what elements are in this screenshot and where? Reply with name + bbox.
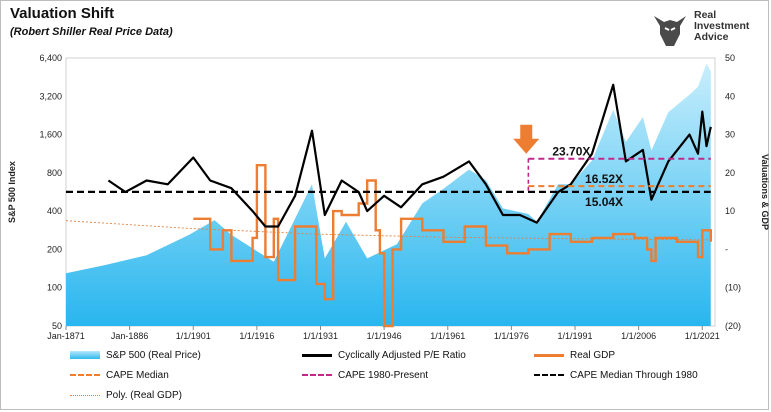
x-tick-label: 1/1/2006 [621,331,656,341]
logo-line-3: Advice [694,31,729,43]
y2-tick-label: 10 [725,206,735,216]
legend-item-gdp: Real GDP [534,348,615,362]
y2-tick-label: - [725,244,728,254]
legend-label-median1980: CAPE Median Through 1980 [570,369,698,381]
y-tick-label: 6,400 [39,53,62,63]
legend-item-spx: S&P 500 (Real Price) [70,348,201,362]
legend-label-median: CAPE Median [106,369,169,381]
y2-tick-label: 50 [725,53,735,63]
legend-swatch-median1980 [534,374,564,376]
chart-subtitle: (Robert Shiller Real Price Data) [10,26,173,38]
spx-area [66,63,711,327]
y2-tick-label: (20) [725,321,741,331]
y-tick-label: 800 [47,168,62,178]
y-axis-title: S&P 500 Index [7,161,17,223]
orange-arrow [513,124,540,154]
y-tick-label: 1,600 [39,130,62,140]
x-tick-label: 1/1/1901 [176,331,211,341]
legend-item-median1980: CAPE Median Through 1980 [534,368,698,382]
brand-logo: Real Investment Advice [632,10,762,50]
legend-item-cape: Cyclically Adjusted P/E Ratio [302,348,466,362]
y2-tick-label: 20 [725,168,735,178]
x-tick-label: 1/1/1946 [367,331,402,341]
x-tick-label: 1/1/1931 [303,331,338,341]
legend-swatch-median [70,374,100,376]
x-tick-label: 1/1/1991 [557,331,592,341]
annotation-cape-1980: 23.70X [552,145,590,159]
annotation-cape-median: 16.52X [585,172,623,186]
legend-item-cape1980: CAPE 1980-Present [302,368,428,382]
legend-label-spx: S&P 500 (Real Price) [106,349,201,361]
logo-text: Real Investment Advice [694,10,749,43]
legend-swatch-cape1980 [302,374,332,376]
x-tick-label: Jan-1871 [47,331,85,341]
x-tick-label: 1/1/2021 [685,331,720,341]
legend-swatch-poly [70,394,100,396]
poly-gdp-line [65,220,711,241]
legend-swatch-cape [302,353,332,357]
logo-line-2: Investment [694,20,750,32]
y-tick-label: 50 [52,321,62,331]
legend-swatch-spx [70,351,100,359]
y2-tick-label: (10) [725,283,741,293]
legend-label-cape1980: CAPE 1980-Present [338,369,429,381]
legend-item-poly: Poly. (Real GDP) [70,388,182,402]
y2-axis-title: Valuations & GDP [760,154,770,230]
x-tick-label: 1/1/1976 [494,331,529,341]
y-tick-label: 200 [47,244,62,254]
bull-head-icon [654,16,686,46]
legend-item-median: CAPE Median [70,368,169,382]
y-tick-label: 100 [47,283,62,293]
y-tick-label: 3,200 [39,91,62,101]
y-tick-label: 400 [47,206,62,216]
x-tick-label: 1/1/1916 [239,331,274,341]
chart-title: Valuation Shift [10,5,115,22]
legend-swatch-gdp [534,353,564,357]
y2-tick-label: 30 [725,130,735,140]
y2-tick-label: 40 [725,91,735,101]
annotation-cape-median-1980: 15.04X [585,195,623,209]
x-tick-label: 1/1/1961 [430,331,465,341]
real-gdp-line [193,164,712,328]
legend-label-poly: Poly. (Real GDP) [106,389,182,401]
legend-label-cape: Cyclically Adjusted P/E Ratio [338,349,466,361]
logo-line-1: Real [694,9,717,21]
legend-label-gdp: Real GDP [570,349,616,361]
x-tick-label: Jan-1886 [111,331,149,341]
